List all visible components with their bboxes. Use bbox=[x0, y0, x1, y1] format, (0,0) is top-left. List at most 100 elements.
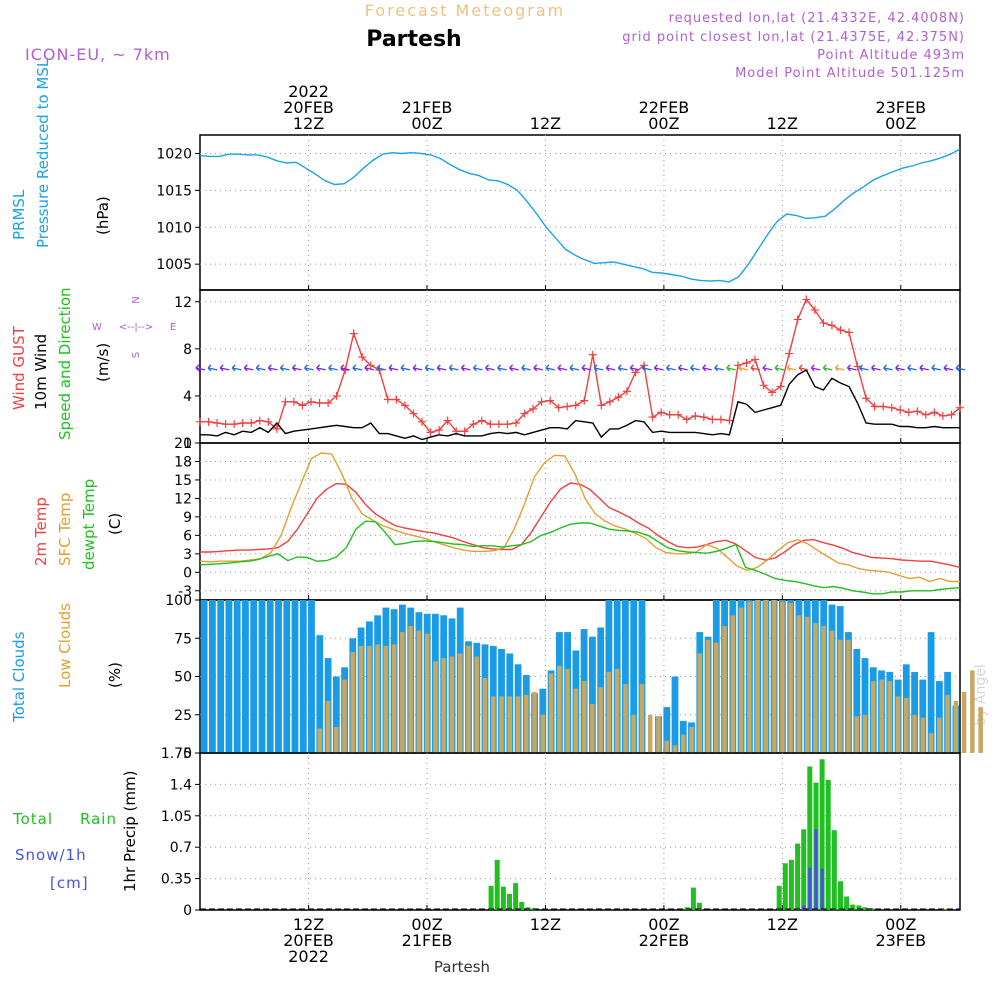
top-time-label: 00Z bbox=[885, 114, 916, 133]
temp2m-label: 2m Temp bbox=[32, 497, 50, 566]
wind-direction-arrow bbox=[533, 364, 543, 372]
top-time-label: 00Z bbox=[648, 114, 679, 133]
wind-direction-arrow bbox=[750, 364, 761, 372]
bar-precip-rain bbox=[807, 766, 813, 910]
bar-clouds-low-clouds bbox=[350, 652, 356, 753]
ytick-label-temp: 15 bbox=[174, 473, 192, 489]
bar-clouds-low-clouds bbox=[614, 668, 620, 753]
gust-marker bbox=[810, 306, 819, 315]
gust-marker bbox=[503, 420, 512, 429]
bar-precip-rain bbox=[838, 881, 843, 910]
precip-total-label: Total bbox=[12, 810, 53, 828]
gust-marker bbox=[255, 416, 264, 425]
wind-direction-arrow bbox=[629, 364, 640, 372]
low-clouds-label: Low Clouds bbox=[56, 603, 74, 688]
bar-precip-rain bbox=[488, 885, 494, 910]
gust-marker bbox=[725, 416, 734, 425]
wind-direction-arrow bbox=[786, 364, 797, 372]
ytick-label-temp: -3 bbox=[178, 584, 192, 600]
gust-marker bbox=[947, 410, 956, 419]
bar-clouds-total-clouds bbox=[919, 679, 927, 753]
bottom-time-label: 12Z bbox=[767, 915, 798, 934]
bar-clouds-low-clouds bbox=[672, 745, 678, 753]
gust-marker bbox=[844, 328, 853, 337]
bar-clouds-low-clouds bbox=[953, 701, 959, 753]
ytick-label-temp: 18 bbox=[174, 454, 192, 470]
top-time-label: 22FEB bbox=[639, 98, 690, 117]
gust-marker bbox=[409, 409, 418, 418]
gust-marker bbox=[332, 391, 341, 400]
precip-snow-unit: [cm] bbox=[50, 874, 89, 892]
bar-clouds-low-clouds bbox=[879, 679, 884, 753]
ytick-label-prmsl: 1020 bbox=[156, 146, 192, 162]
gust-marker bbox=[827, 321, 836, 330]
bar-clouds-low-clouds bbox=[623, 684, 628, 753]
ytick-label-clouds: 25 bbox=[174, 708, 192, 724]
ytick-label-temp: 3 bbox=[183, 547, 192, 563]
gust-marker bbox=[511, 418, 520, 427]
bar-clouds-low-clouds bbox=[499, 696, 504, 753]
wind-direction-arrow bbox=[485, 364, 495, 372]
bar-clouds-low-clouds bbox=[598, 687, 603, 753]
bar-clouds-low-clouds bbox=[631, 714, 636, 754]
bar-precip-rain bbox=[788, 859, 794, 910]
gust-marker bbox=[862, 394, 871, 403]
bar-clouds-low-clouds bbox=[738, 607, 744, 753]
bottom-time-label: 2022 bbox=[288, 947, 329, 966]
wind-direction-arrow bbox=[919, 364, 929, 372]
gust-marker bbox=[529, 404, 538, 413]
top-time-label: 12Z bbox=[767, 114, 798, 133]
gust-marker bbox=[674, 410, 683, 419]
bar-clouds-low-clouds bbox=[565, 668, 570, 753]
bar-clouds-low-clouds bbox=[334, 727, 339, 753]
gust-marker bbox=[221, 420, 230, 429]
bar-clouds-low-clouds bbox=[664, 740, 669, 753]
bar-clouds-low-clouds bbox=[928, 733, 934, 753]
wind10m-label: 10m Wind bbox=[32, 334, 50, 410]
bar-clouds-low-clouds bbox=[970, 670, 975, 753]
precip-rain-label: Rain bbox=[80, 810, 117, 828]
gust-marker bbox=[904, 408, 913, 417]
precip-snow-label: Snow/1h bbox=[15, 846, 87, 864]
bottom-time-label: 12Z bbox=[293, 915, 324, 934]
gust-marker bbox=[435, 426, 444, 435]
wind-direction-arrow bbox=[388, 364, 399, 372]
gust-marker bbox=[691, 411, 700, 420]
gust-marker bbox=[665, 410, 674, 419]
requested-lonlat: requested lon,lat (21.4332E, 42.4008N) bbox=[669, 11, 965, 26]
top-time-label: 12Z bbox=[530, 114, 561, 133]
wind-direction-arrow bbox=[304, 364, 314, 372]
bar-precip-rain bbox=[856, 905, 862, 910]
wind-direction-arrow bbox=[231, 364, 242, 372]
bar-clouds-low-clouds bbox=[837, 639, 843, 753]
gust-marker bbox=[648, 413, 657, 422]
gust-marker bbox=[383, 395, 392, 404]
bar-precip-rain bbox=[697, 902, 702, 910]
wind-direction-arrow bbox=[653, 364, 664, 372]
gust-marker bbox=[708, 415, 717, 424]
gust-marker bbox=[776, 382, 785, 391]
gust-marker bbox=[768, 388, 777, 397]
gust-marker bbox=[238, 418, 247, 427]
gust-marker bbox=[443, 416, 452, 425]
bar-clouds-low-clouds bbox=[771, 600, 777, 753]
wind-direction-arrow bbox=[617, 364, 628, 372]
bar-clouds-low-clouds bbox=[763, 600, 769, 753]
bar-precip-rain bbox=[494, 859, 500, 910]
gust-marker bbox=[682, 415, 691, 424]
bar-clouds-total-clouds bbox=[853, 649, 861, 753]
series-line-temp-dewpt-temp bbox=[199, 520, 961, 595]
gust-label: Wind GUST bbox=[10, 325, 28, 410]
bar-clouds-low-clouds bbox=[647, 714, 653, 754]
bar-clouds-total-clouds bbox=[258, 600, 266, 753]
bar-clouds-low-clouds bbox=[367, 645, 372, 753]
gust-marker bbox=[281, 397, 290, 406]
gust-marker bbox=[819, 318, 828, 327]
gust-marker bbox=[486, 420, 495, 429]
bar-clouds-total-clouds bbox=[217, 600, 225, 753]
gust-marker bbox=[887, 403, 896, 412]
bar-clouds-low-clouds bbox=[788, 603, 793, 753]
bar-clouds-low-clouds bbox=[548, 673, 554, 753]
bar-precip-snow-1h bbox=[808, 867, 812, 910]
series-line-temp-sfc-temp bbox=[199, 452, 960, 583]
